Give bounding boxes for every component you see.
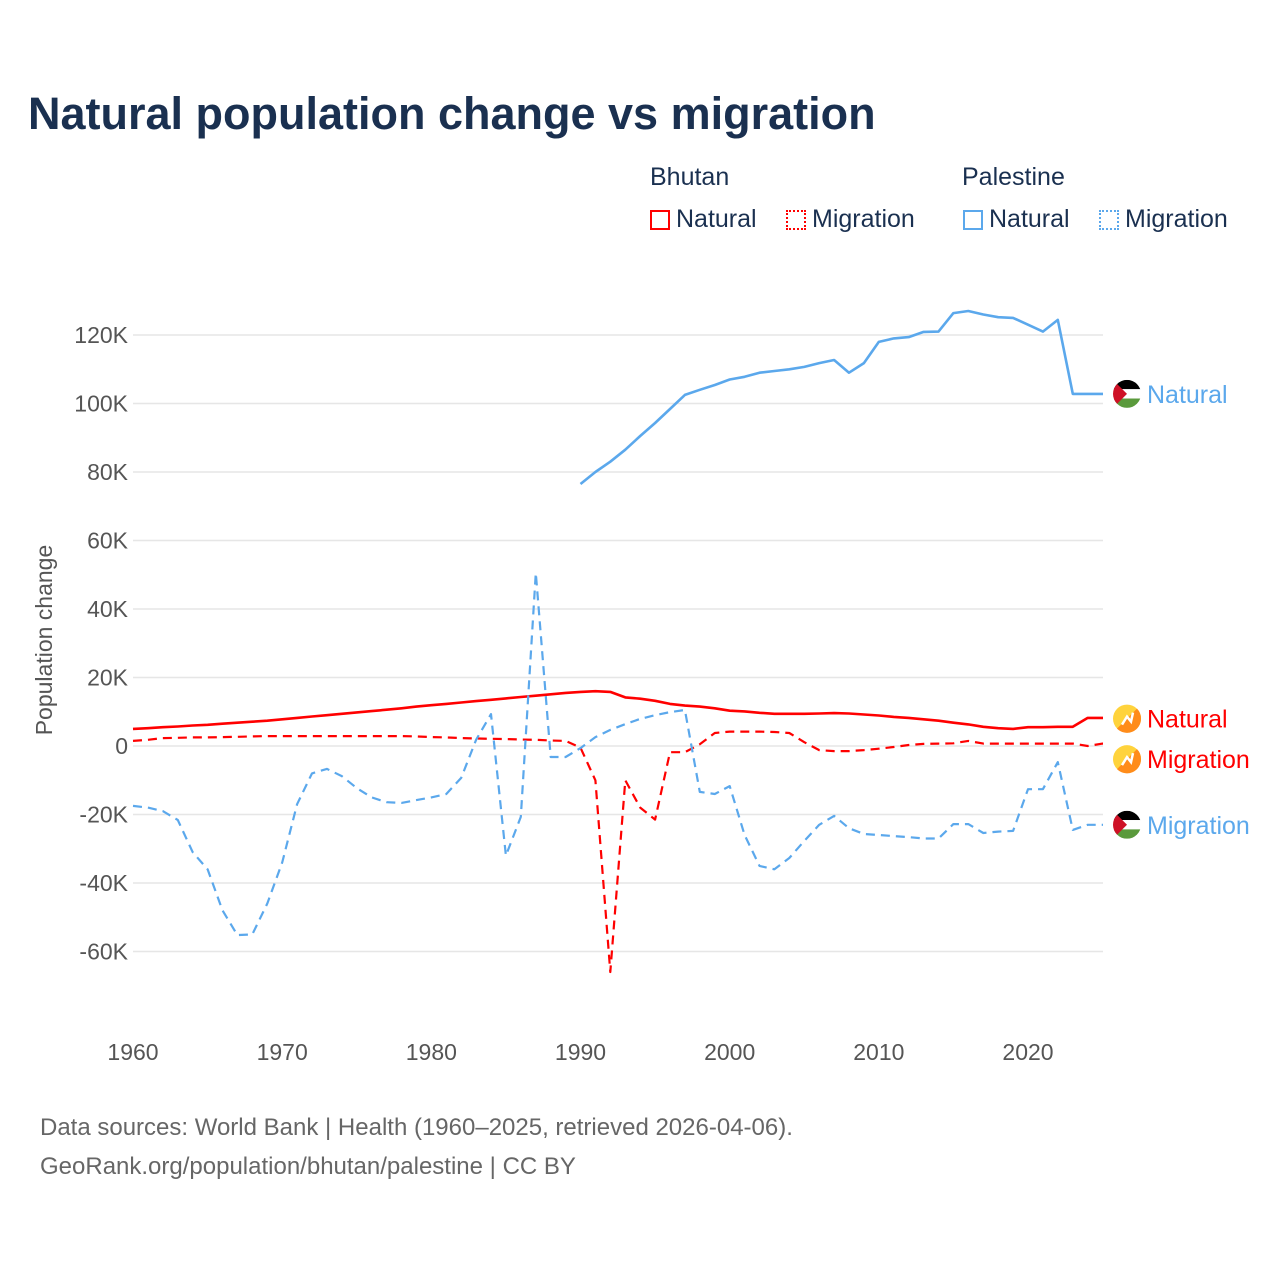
source-line-2[interactable]: GeoRank.org/population/bhutan/palestine … [40, 1153, 576, 1180]
end-label: Natural [1147, 381, 1228, 409]
y-tick-label: 60K [87, 528, 129, 554]
x-tick-label: 1980 [406, 1039, 457, 1065]
legend-palestine-natural[interactable]: Natural [963, 205, 1070, 234]
y-tick-label: 0 [115, 733, 128, 759]
y-tick-label: 20K [87, 665, 129, 691]
series-line-palestine-natural [579, 309, 1104, 486]
source-line-1: Data sources: World Bank | Health (1960–… [40, 1114, 793, 1141]
flag-triangle [1113, 379, 1127, 408]
legend-group-palestine: Palestine [962, 163, 1065, 191]
flag-stripe [1113, 389, 1141, 399]
flag-stripe [1113, 810, 1141, 821]
x-tick-label: 1960 [107, 1039, 158, 1065]
y-tick-label: -40K [79, 870, 128, 896]
y-tick-label: 120K [74, 322, 128, 348]
y-tick-label: -20K [79, 802, 128, 828]
legend-swatch-dotted [786, 209, 806, 230]
end-label: Migration [1147, 812, 1250, 840]
y-tick-label: -60K [79, 939, 128, 965]
x-tick-label: 1990 [555, 1039, 606, 1065]
x-tick-label: 2000 [704, 1039, 755, 1065]
legend-swatch-solid [963, 209, 983, 230]
flag-body [1113, 810, 1141, 839]
y-tick-label: 40K [87, 596, 129, 622]
legend-label: Migration [1125, 205, 1228, 233]
y-tick-label: 100K [74, 391, 128, 417]
flag-stripe [1113, 398, 1141, 408]
legend-swatch-solid [650, 209, 670, 230]
source-note: Data sources: World Bank | Health (1960–… [40, 1108, 793, 1186]
flag-stripe [1113, 829, 1141, 839]
series-line-palestine-migration [132, 571, 1104, 937]
legend-label: Migration [812, 205, 915, 233]
legend-bhutan-natural[interactable]: Natural [650, 205, 757, 234]
end-label: Natural [1147, 706, 1228, 734]
series-line-bhutan-migration [132, 730, 1104, 974]
legend-palestine-migration[interactable]: Migration [1099, 205, 1228, 234]
y-tick-label: 80K [87, 459, 129, 485]
flag-body [1113, 379, 1141, 408]
legend-label: Natural [989, 205, 1070, 233]
flag-stripe [1113, 820, 1141, 830]
legend-swatch-dotted [1099, 209, 1119, 230]
chart-title: Natural population change vs migration [28, 88, 876, 139]
flag-dragon [1120, 752, 1135, 766]
x-tick-label: 1970 [257, 1039, 308, 1065]
x-tick-label: 2020 [1002, 1039, 1053, 1065]
palestine-flag-icon [1113, 810, 1141, 839]
y-axis-label: Population change [31, 545, 57, 736]
end-label: Migration [1147, 746, 1250, 774]
legend-label: Natural [676, 205, 757, 233]
flag-stripe [1113, 379, 1141, 390]
bhutan-flag-icon [1113, 745, 1142, 774]
palestine-flag-icon [1113, 379, 1141, 408]
series-line-bhutan-natural [132, 689, 1104, 731]
legend-group-bhutan: Bhutan [650, 163, 730, 191]
x-tick-label: 2010 [853, 1039, 904, 1065]
bhutan-flag-icon [1113, 704, 1142, 733]
flag-triangle [1113, 810, 1127, 839]
flag-dragon [1120, 712, 1135, 726]
legend-bhutan-migration[interactable]: Migration [786, 205, 915, 234]
